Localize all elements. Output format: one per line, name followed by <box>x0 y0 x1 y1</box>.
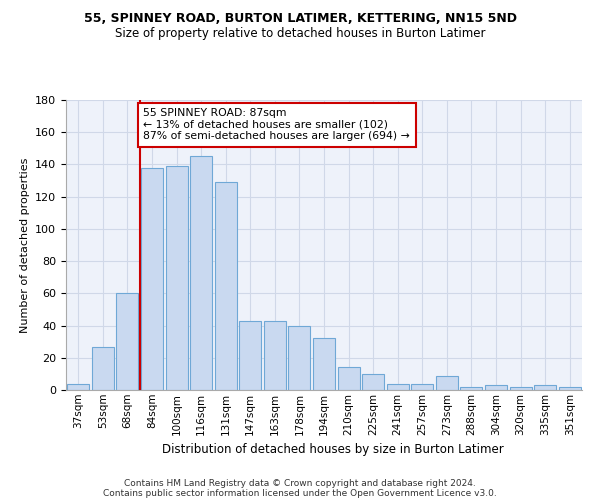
Text: 55 SPINNEY ROAD: 87sqm
← 13% of detached houses are smaller (102)
87% of semi-de: 55 SPINNEY ROAD: 87sqm ← 13% of detached… <box>143 108 410 142</box>
Bar <box>67 384 89 390</box>
Bar <box>485 385 507 390</box>
Bar <box>239 320 262 390</box>
Bar <box>338 368 359 390</box>
Text: Distribution of detached houses by size in Burton Latimer: Distribution of detached houses by size … <box>162 442 504 456</box>
Text: Contains HM Land Registry data © Crown copyright and database right 2024.: Contains HM Land Registry data © Crown c… <box>124 478 476 488</box>
Bar <box>313 338 335 390</box>
Bar <box>190 156 212 390</box>
Bar <box>289 326 310 390</box>
Bar <box>92 346 114 390</box>
Bar <box>166 166 188 390</box>
Y-axis label: Number of detached properties: Number of detached properties <box>20 158 29 332</box>
Text: Contains public sector information licensed under the Open Government Licence v3: Contains public sector information licen… <box>103 488 497 498</box>
Bar <box>509 387 532 390</box>
Bar <box>534 385 556 390</box>
Bar <box>559 387 581 390</box>
Bar <box>411 384 433 390</box>
Bar <box>436 376 458 390</box>
Bar <box>264 320 286 390</box>
Bar <box>141 168 163 390</box>
Bar <box>386 384 409 390</box>
Bar <box>362 374 384 390</box>
Text: Size of property relative to detached houses in Burton Latimer: Size of property relative to detached ho… <box>115 28 485 40</box>
Bar <box>215 182 237 390</box>
Bar <box>116 294 139 390</box>
Text: 55, SPINNEY ROAD, BURTON LATIMER, KETTERING, NN15 5ND: 55, SPINNEY ROAD, BURTON LATIMER, KETTER… <box>83 12 517 26</box>
Bar <box>460 387 482 390</box>
